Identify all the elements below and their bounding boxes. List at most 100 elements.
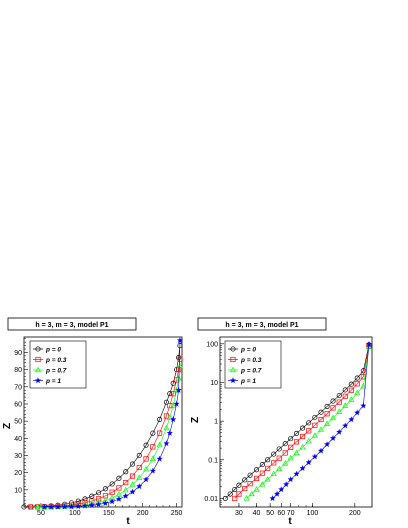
- y-axis-label: Z: [2, 423, 13, 429]
- data-point: [348, 396, 355, 402]
- data-point: [330, 398, 336, 404]
- series-line: [225, 344, 370, 499]
- series-3: [269, 341, 373, 502]
- data-point: [299, 465, 306, 472]
- data-point: [360, 382, 367, 389]
- x-tick-label: 100: [69, 510, 81, 517]
- data-point: [102, 486, 108, 492]
- data-point: [242, 477, 248, 483]
- data-point: [177, 356, 183, 362]
- data-point: [143, 442, 149, 448]
- data-point: [136, 464, 142, 471]
- data-point: [68, 503, 75, 510]
- data-point: [102, 499, 109, 506]
- data-point: [259, 481, 266, 487]
- data-point: [306, 428, 312, 434]
- data-point: [163, 413, 169, 419]
- legend-entry: p = 1: [33, 377, 61, 385]
- chart-title: h = 3, m = 3, model P1: [35, 322, 108, 329]
- data-point: [21, 504, 27, 510]
- data-point: [61, 503, 68, 510]
- data-point: [82, 496, 88, 502]
- data-point: [170, 391, 176, 397]
- data-point: [336, 399, 342, 405]
- data-point: [129, 481, 136, 487]
- data-point: [311, 432, 318, 438]
- series-line: [234, 346, 370, 499]
- data-point: [163, 399, 169, 405]
- data-point: [299, 443, 306, 450]
- data-point: [166, 414, 173, 420]
- data-point: [287, 476, 294, 483]
- data-point: [47, 503, 55, 510]
- y-tick-label: 10: [14, 487, 22, 494]
- legend-entry: p = 0.3: [33, 357, 67, 364]
- y-tick-label: 0.1: [208, 457, 218, 464]
- legend-entry: p = 0: [33, 346, 61, 353]
- panel-linear: h = 3, m = 3, model P1 50 100 150 200 250 10 2…: [2, 317, 184, 527]
- data-point: [271, 451, 277, 457]
- data-point: [365, 343, 372, 350]
- data-point: [242, 486, 248, 492]
- y-tick-label: 1: [214, 419, 218, 426]
- data-point: [324, 403, 330, 409]
- x-tick-label: 250: [171, 510, 183, 517]
- data-point: [123, 480, 129, 486]
- data-point: [109, 489, 115, 495]
- data-point: [336, 428, 343, 435]
- data-point: [265, 457, 271, 463]
- series-3: [41, 337, 184, 510]
- data-point: [253, 467, 260, 473]
- data-point: [317, 447, 325, 454]
- data-point: [318, 409, 324, 415]
- data-point: [348, 416, 355, 423]
- legend-label: p = 0.7: [45, 367, 67, 374]
- data-point: [282, 441, 288, 447]
- data-point: [354, 375, 360, 381]
- data-point: [173, 400, 180, 407]
- data-point: [276, 455, 282, 461]
- data-point: [293, 470, 300, 477]
- data-point: [306, 420, 312, 426]
- series-group: [222, 341, 373, 502]
- y-tick-label: 50: [14, 419, 22, 426]
- data-point: [170, 416, 177, 423]
- data-point: [342, 422, 349, 429]
- x-tick-label: 50: [266, 510, 274, 517]
- data-point: [293, 430, 300, 436]
- data-point: [300, 433, 306, 440]
- data-point: [109, 481, 115, 487]
- y-tick-label: 10: [210, 380, 218, 387]
- x-tick-label: 150: [103, 510, 115, 517]
- data-point: [247, 481, 253, 487]
- data-point: [271, 460, 277, 466]
- x-tick-label: 30: [235, 510, 243, 517]
- data-point: [336, 408, 343, 414]
- data-point: [323, 441, 331, 448]
- data-point: [123, 469, 129, 475]
- y-tick-label: 70: [14, 384, 22, 391]
- data-point: [324, 420, 331, 426]
- legend-label: p = 0: [240, 346, 256, 353]
- data-point: [330, 405, 336, 411]
- panel-loglog: h = 3, m = 3, model P1 30 40 50 60 70 100 200 0…: [190, 317, 373, 527]
- data-point: [116, 485, 122, 491]
- data-point: [276, 446, 282, 452]
- data-point: [129, 473, 136, 479]
- data-point: [116, 475, 122, 481]
- x-tick-label: 200: [349, 510, 361, 517]
- data-point: [109, 498, 116, 505]
- series-1: [232, 343, 372, 501]
- data-point: [253, 486, 260, 492]
- title-box: [7, 317, 137, 331]
- data-point: [166, 429, 173, 436]
- data-point: [360, 374, 366, 380]
- data-point: [329, 434, 337, 441]
- data-point: [88, 501, 95, 508]
- legend-marker: [230, 356, 236, 363]
- legend-marker: [34, 366, 42, 373]
- data-point: [170, 402, 177, 408]
- x-tick-label: 60: [277, 510, 285, 517]
- data-point: [89, 493, 95, 499]
- y-tick-label: 100: [206, 341, 218, 348]
